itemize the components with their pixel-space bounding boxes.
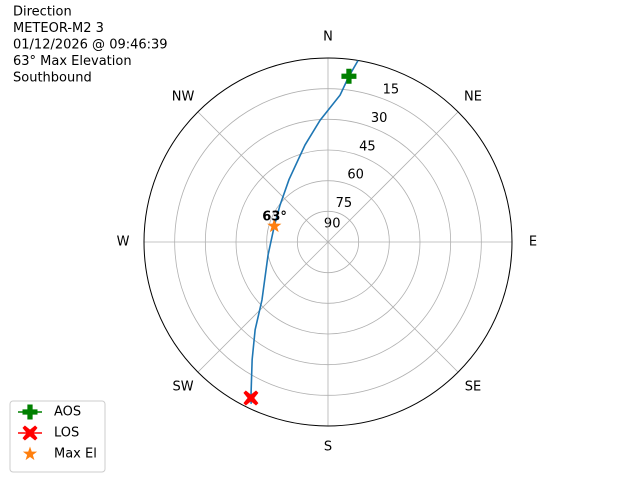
title-line: METEOR-M2 3 — [13, 21, 104, 36]
theta-tick-label: W — [117, 235, 130, 250]
legend-box — [9, 400, 106, 473]
legend-marker — [22, 425, 38, 441]
plot-frame — [143, 57, 513, 427]
theta-tick-label: N — [323, 30, 333, 45]
r-tick-label: 45 — [359, 139, 376, 154]
legend-label: AOS — [54, 405, 81, 420]
marker-x — [243, 390, 259, 406]
legend-label: LOS — [54, 426, 79, 441]
theta-tick-label: SW — [172, 379, 193, 394]
theta-tick-label: NE — [464, 90, 482, 105]
grid-spoke — [197, 241, 329, 373]
title-line: 01/12/2026 @ 09:46:39 — [13, 38, 168, 53]
title-line: 63° Max Elevation — [13, 54, 132, 69]
track-line — [250, 60, 359, 404]
theta-tick-label: NW — [172, 90, 195, 105]
grid-spoke — [327, 241, 459, 373]
marker-star — [267, 218, 282, 233]
grid-spoke — [197, 111, 329, 243]
r-tick-label: 30 — [371, 111, 388, 126]
legend-marker — [22, 404, 38, 420]
r-tick-label: 75 — [336, 196, 353, 211]
grid-spoke — [327, 111, 459, 243]
legend-label: Max El — [54, 447, 97, 462]
title-line: Southbound — [13, 71, 92, 86]
title-line: Direction — [13, 5, 72, 20]
theta-tick-label: S — [324, 440, 332, 455]
annotation: 63° — [262, 210, 287, 225]
theta-tick-label: E — [529, 235, 537, 250]
legend-marker — [22, 446, 38, 461]
r-tick-label: 15 — [383, 83, 400, 98]
r-tick-label: 60 — [347, 168, 364, 183]
theta-tick-label: SE — [465, 379, 481, 394]
marker-plus — [341, 68, 357, 84]
r-tick-label: 90 — [324, 216, 341, 231]
